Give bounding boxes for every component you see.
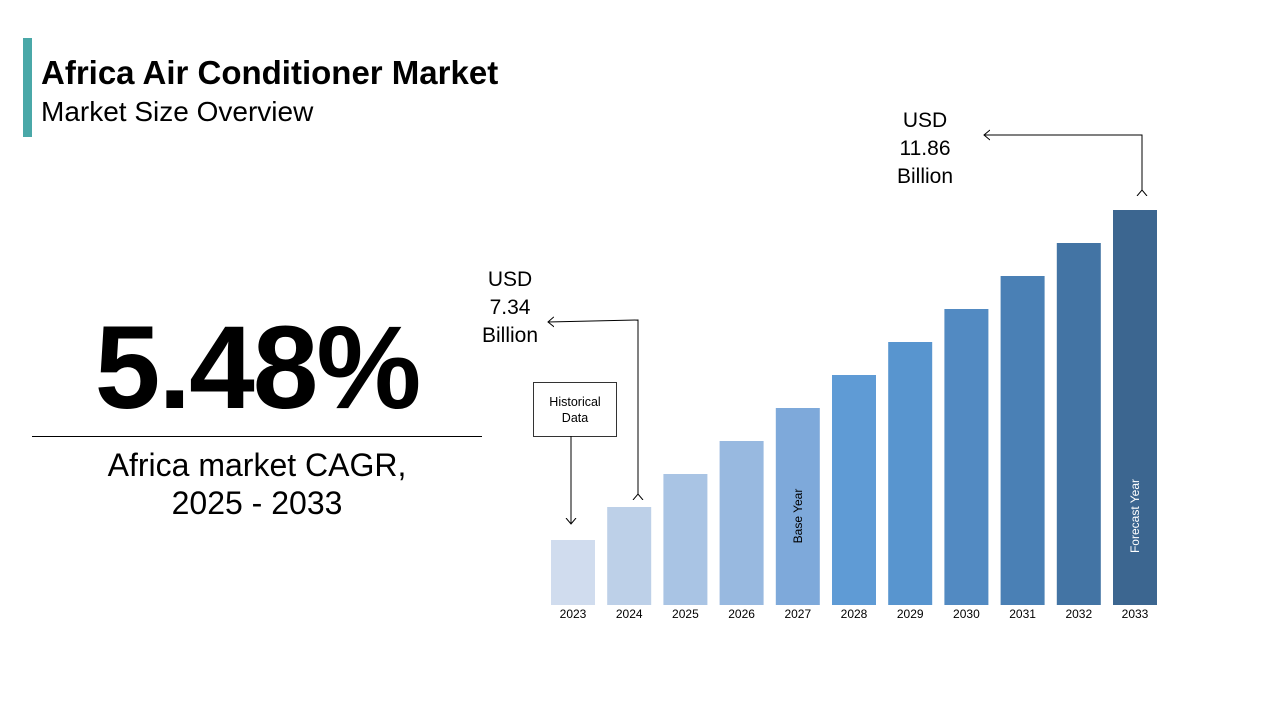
bar-2024 — [607, 507, 652, 605]
end-scale: Billion — [896, 165, 954, 188]
bar-2027 — [775, 408, 820, 605]
page-subtitle: Market Size Overview — [41, 96, 314, 127]
end-unit: USD — [902, 109, 948, 132]
bar-label-2033: Forecast Year — [1128, 479, 1142, 553]
end-value-annotation: USD 11.86 Billion — [885, 107, 965, 191]
cagr-label: Africa market CAGR, 2025 - 2033 — [32, 446, 482, 522]
end-value: 11.86 — [899, 137, 951, 160]
bar-2026 — [719, 441, 764, 605]
x-tick-label: 2033 — [1122, 607, 1149, 621]
end-arrow — [984, 135, 1142, 190]
cagr-value: 5.48% — [94, 302, 422, 434]
x-tick-label: 2031 — [1009, 607, 1036, 621]
x-tick-label: 2023 — [560, 607, 587, 621]
x-tick-label: 2030 — [953, 607, 980, 621]
divider — [32, 436, 482, 437]
start-unit: USD — [487, 268, 533, 291]
cagr-label-line1: Africa market CAGR, — [107, 447, 407, 483]
bar-2033 — [1113, 210, 1157, 605]
bar-2023 — [551, 540, 595, 605]
bar-2029 — [888, 342, 933, 605]
x-tick-label: 2032 — [1065, 607, 1092, 621]
page-title: Africa Air Conditioner Market — [41, 54, 499, 91]
x-tick-label: 2025 — [672, 607, 699, 621]
bar-2031 — [1000, 276, 1045, 605]
x-tick-label: 2026 — [728, 607, 755, 621]
start-value-annotation: USD 7.34 Billion — [470, 266, 550, 350]
bar-2028 — [832, 375, 876, 605]
bar-2025 — [663, 474, 708, 605]
title-accent-bar — [23, 38, 32, 137]
x-tick-label: 2027 — [784, 607, 811, 621]
bar-2030 — [944, 309, 989, 605]
start-scale: Billion — [481, 324, 539, 347]
start-arrow — [548, 320, 638, 494]
cagr-label-line2: 2025 - 2033 — [171, 485, 343, 521]
bar-label-2027: Base Year — [791, 489, 805, 544]
bar-2032 — [1056, 243, 1101, 605]
x-tick-label: 2024 — [616, 607, 643, 621]
x-tick-label: 2029 — [897, 607, 924, 621]
start-value: 7.34 — [489, 296, 531, 319]
x-tick-label: 2028 — [841, 607, 868, 621]
